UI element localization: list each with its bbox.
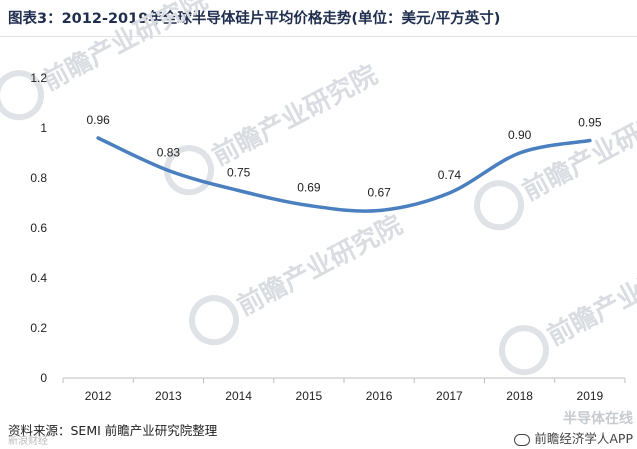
- footer-right-top: 半导体在线: [563, 411, 633, 427]
- series-line: [96, 136, 592, 213]
- data-label: 0.90: [508, 128, 532, 142]
- data-label: 0.75: [227, 166, 251, 180]
- x-tick-label: 2015: [296, 389, 323, 403]
- watermark: 前瞻产业研究院: [474, 94, 637, 231]
- x-tick-label: 2019: [577, 389, 604, 403]
- svg-text:前瞻产业研究院: 前瞻产业研究院: [207, 59, 382, 172]
- y-tick-label: 0.6: [30, 221, 47, 235]
- series-layer: 0.96 0.83 0.75 0.69 0.67 0.74 0.90 0.95: [86, 113, 602, 213]
- footer-right-watermark: 半导体在线 前瞻经济学人APP: [514, 408, 633, 447]
- y-tick-label: 1.2: [30, 71, 47, 85]
- y-tick-label: 0.4: [30, 271, 47, 285]
- svg-text:前瞻产业研究院: 前瞻产业研究院: [37, 0, 212, 97]
- svg-text:前瞻产业研究院: 前瞻产业研究院: [517, 94, 637, 207]
- x-tick-label: 2017: [436, 389, 463, 403]
- data-label: 0.83: [157, 146, 181, 160]
- data-label: 0.95: [578, 116, 602, 130]
- data-label: 0.67: [367, 186, 391, 200]
- footer-left-watermark: 新浪财经: [8, 436, 48, 447]
- data-label: 0.96: [86, 113, 110, 127]
- footer-right-bottom: 前瞻经济学人APP: [514, 428, 633, 447]
- data-label: 0.69: [297, 181, 321, 195]
- x-tick-label: 2014: [225, 389, 252, 403]
- footer-right-bottom-text: 前瞻经济学人APP: [534, 431, 633, 446]
- y-tick-label: 0.8: [30, 171, 47, 185]
- x-tick-label: 2016: [366, 389, 393, 403]
- y-tick-label: 0.2: [30, 321, 47, 335]
- x-tick-label: 2018: [506, 389, 533, 403]
- watermark: 前瞻产业研究院: [189, 209, 407, 346]
- y-axis: 0 0.2 0.4 0.6 0.8 1 1.2: [30, 71, 47, 385]
- y-tick-label: 1: [40, 121, 47, 135]
- source-note: 资料来源：SEMI 前瞻产业研究院整理: [8, 423, 218, 438]
- app-logo-icon: [514, 433, 531, 446]
- data-label: 0.74: [438, 168, 462, 182]
- title-bar: 图表3：2012-2019年全球半导体硅片平均价格走势(单位：美元/平方英寸): [0, 0, 637, 37]
- x-axis: 2012 2013 2014 2015 2016 2017 2018 2019: [62, 377, 626, 403]
- watermark: 前瞻产业研究院: [0, 0, 212, 121]
- watermark: 前瞻产业研究院: [499, 239, 637, 376]
- svg-text:前瞻产业研究院: 前瞻产业研究院: [232, 209, 407, 322]
- svg-text:前瞻产业研究院: 前瞻产业研究院: [542, 239, 637, 352]
- x-tick-label: 2013: [155, 389, 182, 403]
- chart-title: 图表3：2012-2019年全球半导体硅片平均价格走势(单位：美元/平方英寸): [8, 11, 501, 27]
- x-tick-label: 2012: [85, 389, 112, 403]
- y-tick-label: 0: [40, 371, 47, 385]
